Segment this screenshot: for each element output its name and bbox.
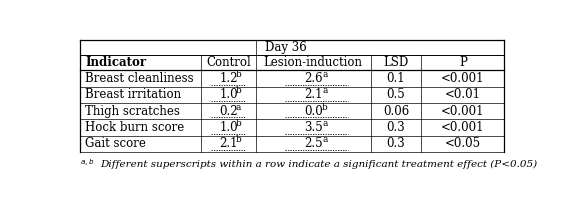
Text: b: b	[322, 103, 328, 112]
Text: <0.01: <0.01	[445, 88, 481, 101]
Text: 3.5: 3.5	[304, 121, 323, 134]
Text: <0.001: <0.001	[441, 121, 484, 134]
Text: Gait score: Gait score	[86, 137, 146, 150]
Text: Day 36: Day 36	[265, 41, 307, 54]
Text: a: a	[322, 70, 328, 79]
Text: 1.0: 1.0	[219, 88, 238, 101]
Text: <0.05: <0.05	[445, 137, 481, 150]
Text: a: a	[235, 103, 241, 112]
Text: 0.1: 0.1	[386, 72, 405, 85]
Text: 1.0: 1.0	[219, 121, 238, 134]
Text: Indicator: Indicator	[86, 56, 146, 69]
Text: 0.3: 0.3	[386, 121, 405, 134]
Text: Breast cleanliness: Breast cleanliness	[86, 72, 194, 85]
Text: P: P	[459, 56, 467, 69]
Text: a: a	[322, 86, 328, 95]
Text: b: b	[235, 135, 241, 144]
Text: 0.0: 0.0	[304, 105, 323, 118]
Text: 0.5: 0.5	[386, 88, 405, 101]
Text: 2.5: 2.5	[304, 137, 323, 150]
Text: <0.001: <0.001	[441, 105, 484, 118]
Text: Control: Control	[206, 56, 251, 69]
Text: Breast irritation: Breast irritation	[86, 88, 181, 101]
Text: 0.2: 0.2	[219, 105, 238, 118]
Text: 2.1: 2.1	[304, 88, 323, 101]
Text: $^{a,b}$: $^{a,b}$	[80, 160, 95, 169]
Text: 0.3: 0.3	[386, 137, 405, 150]
Text: Lesion-induction: Lesion-induction	[264, 56, 363, 69]
Text: Thigh scratches: Thigh scratches	[86, 105, 180, 118]
Text: Different superscripts within a row indicate a significant treatment effect (P<0: Different superscripts within a row indi…	[100, 160, 537, 169]
Text: b: b	[235, 70, 241, 79]
Text: LSD: LSD	[384, 56, 409, 69]
Text: 2.6: 2.6	[304, 72, 323, 85]
Text: 1.2: 1.2	[219, 72, 238, 85]
Text: <0.001: <0.001	[441, 72, 484, 85]
Text: 2.1: 2.1	[219, 137, 238, 150]
Text: 0.06: 0.06	[383, 105, 409, 118]
Text: a: a	[322, 135, 328, 144]
Text: b: b	[235, 119, 241, 128]
Text: a: a	[322, 119, 328, 128]
Text: Hock burn score: Hock burn score	[86, 121, 185, 134]
Text: b: b	[235, 86, 241, 95]
